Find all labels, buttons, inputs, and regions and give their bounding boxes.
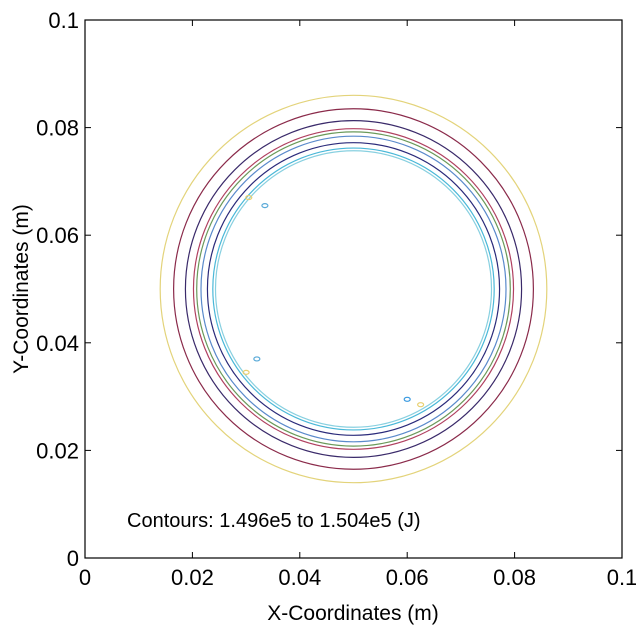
contour-blob-6 (417, 402, 425, 408)
contour-line-7 (206, 142, 501, 436)
y-axis-ticks: 0 0.02 0.04 0.06 0.08 0.1 (36, 8, 622, 571)
contour-line-9 (214, 150, 493, 428)
contour-blob-3 (253, 356, 261, 362)
y-tick-label: 0.1 (48, 8, 79, 33)
x-tick-label: 0.02 (171, 565, 214, 590)
blobs-layer (242, 194, 425, 408)
x-tick-label: 0 (79, 565, 91, 590)
plot-frame (84, 19, 623, 559)
annotation-text: Contours: 1.496e5 to 1.504e5 (J) (127, 510, 421, 532)
x-tick-label: 0.04 (278, 565, 321, 590)
contour-line-3 (184, 120, 523, 458)
x-tick-label: 0.1 (607, 565, 636, 590)
contour-blob-2 (261, 203, 269, 209)
contours-layer (159, 94, 548, 484)
y-axis-label: Y-Coordinates (m) (10, 204, 33, 374)
contour-line-5 (196, 131, 511, 447)
y-tick-label: 0.04 (36, 331, 79, 356)
contour-line-1 (159, 94, 548, 484)
x-axis-ticks: 0 0.02 0.04 0.06 0.08 0.1 (79, 20, 636, 590)
y-tick-label: 0 (67, 546, 79, 571)
contour-line-8 (212, 147, 495, 431)
contour-line-2 (173, 108, 534, 470)
contour-line-6 (200, 135, 507, 443)
x-axis-label: X-Coordinates (m) (267, 602, 439, 625)
y-tick-label: 0.06 (36, 223, 79, 248)
contour-line-4 (192, 128, 515, 450)
contour-blob-5 (403, 396, 411, 402)
x-tick-label: 0.08 (493, 565, 536, 590)
contour-blob-1 (245, 194, 253, 201)
x-tick-label: 0.06 (386, 565, 429, 590)
contour-blob-4 (242, 369, 250, 375)
y-tick-label: 0.08 (36, 116, 79, 141)
y-tick-label: 0.02 (36, 438, 79, 463)
